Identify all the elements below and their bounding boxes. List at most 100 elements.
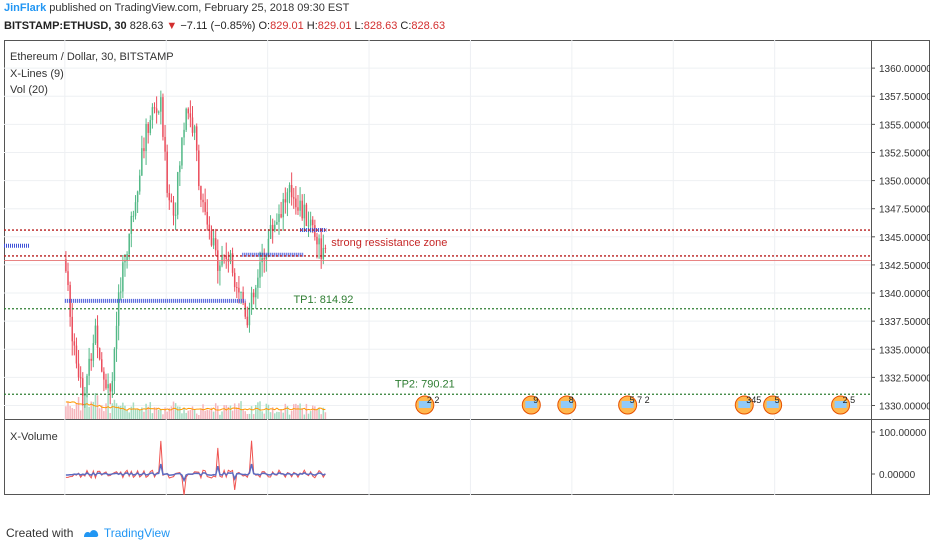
price-chart[interactable]: 2 2 9 8 5 7 2 345 5 2 5 1360.00000 1357.50000 13… [4, 40, 932, 513]
xvolume-line-blue [65, 463, 326, 483]
candle-body [166, 151, 168, 193]
volume-bar [244, 411, 246, 419]
volume-bar [151, 413, 154, 419]
economic-event-5[interactable]: 5 [763, 395, 783, 415]
footer: Created with TradingView [6, 526, 170, 541]
author-link[interactable]: JinFlark [4, 2, 47, 14]
candle-body [240, 292, 242, 294]
volume-bar [271, 407, 274, 419]
candle-body [75, 345, 78, 364]
candle-body [238, 287, 240, 293]
volume-bar [111, 403, 114, 419]
volume-bar [252, 414, 255, 419]
volume-bar [130, 406, 133, 419]
volume-bar [198, 414, 200, 419]
event-flag-stripe [834, 401, 847, 408]
volume-bar [217, 405, 219, 419]
change-arrow-icon: ▼ [166, 20, 178, 32]
candle-body [88, 358, 90, 376]
volume-bar [75, 403, 78, 419]
volume-bar [221, 411, 223, 419]
candle-body [191, 117, 194, 133]
volume-legend[interactable]: Vol (20) [10, 84, 48, 96]
candle-body [231, 253, 234, 273]
economic-event-2[interactable]: 8 [557, 395, 577, 415]
candle-body [236, 287, 238, 289]
candle-body [134, 202, 137, 216]
volume-bar [170, 406, 173, 419]
volume-bar [276, 411, 278, 419]
candle-body [280, 214, 282, 218]
volume-bar [101, 405, 103, 419]
candle-body [290, 185, 293, 198]
economic-event-3[interactable]: 5 7 2 [618, 395, 650, 415]
economic-event-1[interactable]: 9 [521, 395, 541, 415]
volume-bar [166, 411, 168, 419]
volume-bar [309, 411, 312, 419]
economic-event-0[interactable]: 2 2 [415, 395, 440, 415]
candle-body [145, 124, 147, 152]
candle-body [324, 247, 327, 249]
candle-body [204, 202, 206, 212]
volume-bar [311, 405, 314, 419]
candle-body [82, 378, 84, 396]
volume-bar [105, 403, 107, 419]
volume-bar [257, 402, 259, 419]
candle-body [309, 219, 312, 226]
chart-border [4, 40, 930, 495]
candle-body [126, 254, 128, 261]
volume-bar [153, 407, 156, 419]
chart-container[interactable]: 2 2 9 8 5 7 2 345 5 2 5 1360.00000 1357.50000 13… [4, 40, 932, 513]
candle-body [130, 215, 133, 234]
volume-bar [248, 413, 251, 419]
candle-body [265, 255, 268, 260]
created-with-text: Created with [6, 526, 74, 540]
candle-body [248, 307, 251, 326]
candle-body [147, 124, 149, 133]
xvol-tick-label-0: 100.00000 [879, 428, 927, 439]
economic-event-4[interactable]: 345 [734, 395, 761, 415]
price-tick-label-0: 1360.00000 [879, 64, 930, 75]
candle-body [195, 126, 198, 151]
volume-bar [73, 409, 76, 419]
volume-bar [164, 407, 166, 419]
candle-body [233, 272, 236, 288]
candle-body [305, 204, 308, 226]
volume-bar [88, 406, 90, 419]
candle-body [65, 259, 67, 272]
economic-event-6[interactable]: 2 5 [831, 395, 856, 415]
tradingview-logo-icon[interactable] [83, 526, 99, 541]
candle-body [193, 126, 196, 133]
volume-bar [96, 395, 99, 419]
xlines-legend[interactable]: X-Lines (9) [10, 68, 64, 80]
candle-body [246, 316, 249, 326]
candle-body [69, 285, 71, 317]
volume-bar [69, 406, 71, 419]
volume-ma-line [65, 401, 326, 411]
candle-body [225, 255, 227, 260]
volume-bar [187, 410, 190, 419]
volume-bar [314, 406, 316, 419]
volume-bar [185, 412, 187, 419]
candle-body [259, 262, 261, 278]
tradingview-link[interactable]: TradingView [103, 526, 170, 540]
candle-body [149, 120, 152, 133]
candle-body [138, 175, 141, 192]
resistance-annotation: strong ressistance zone [331, 237, 447, 249]
candle-body [242, 292, 244, 303]
volume-bar [290, 410, 293, 419]
volume-bar [193, 409, 196, 419]
volume-bar [274, 413, 276, 419]
candle-body [98, 347, 101, 360]
published-text: published on TradingView.com, February 2… [46, 2, 350, 14]
event-flag-stripe [418, 401, 431, 408]
candle-body [105, 379, 107, 389]
price-tick-label-12: 1330.00000 [879, 402, 930, 413]
volume-bar [227, 406, 230, 419]
volume-bar [204, 410, 206, 419]
volume-bar [293, 404, 295, 419]
volume-bar [299, 403, 301, 419]
candle-body [111, 380, 114, 392]
candle-body [141, 148, 143, 176]
xvolume-legend[interactable]: X-Volume [10, 431, 58, 443]
